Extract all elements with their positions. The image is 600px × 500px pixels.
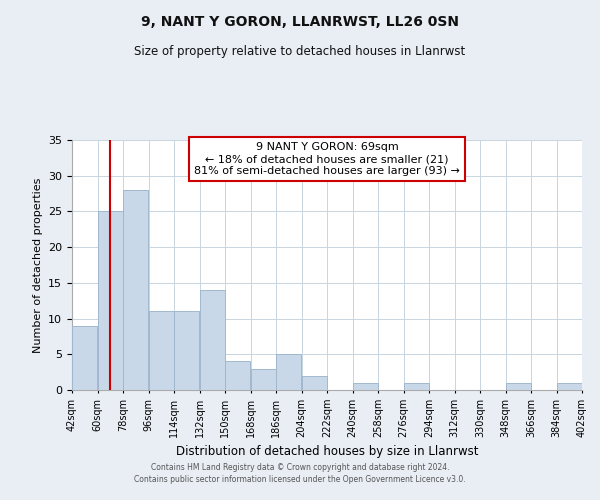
- Text: 9, NANT Y GORON, LLANRWST, LL26 0SN: 9, NANT Y GORON, LLANRWST, LL26 0SN: [141, 15, 459, 29]
- Bar: [98, 212, 123, 390]
- Bar: [506, 383, 531, 390]
- Bar: [174, 312, 199, 390]
- Text: Contains HM Land Registry data © Crown copyright and database right 2024.: Contains HM Land Registry data © Crown c…: [151, 464, 449, 472]
- Bar: [557, 383, 582, 390]
- Bar: [149, 312, 174, 390]
- Bar: [225, 362, 250, 390]
- Bar: [404, 383, 429, 390]
- Bar: [72, 326, 97, 390]
- Bar: [123, 190, 148, 390]
- Bar: [302, 376, 327, 390]
- Text: Contains public sector information licensed under the Open Government Licence v3: Contains public sector information licen…: [134, 475, 466, 484]
- Bar: [353, 383, 378, 390]
- Y-axis label: Number of detached properties: Number of detached properties: [32, 178, 43, 352]
- Bar: [276, 354, 301, 390]
- Text: 9 NANT Y GORON: 69sqm
← 18% of detached houses are smaller (21)
81% of semi-deta: 9 NANT Y GORON: 69sqm ← 18% of detached …: [194, 142, 460, 176]
- Bar: [251, 368, 276, 390]
- X-axis label: Distribution of detached houses by size in Llanrwst: Distribution of detached houses by size …: [176, 446, 478, 458]
- Text: Size of property relative to detached houses in Llanrwst: Size of property relative to detached ho…: [134, 45, 466, 58]
- Bar: [200, 290, 225, 390]
